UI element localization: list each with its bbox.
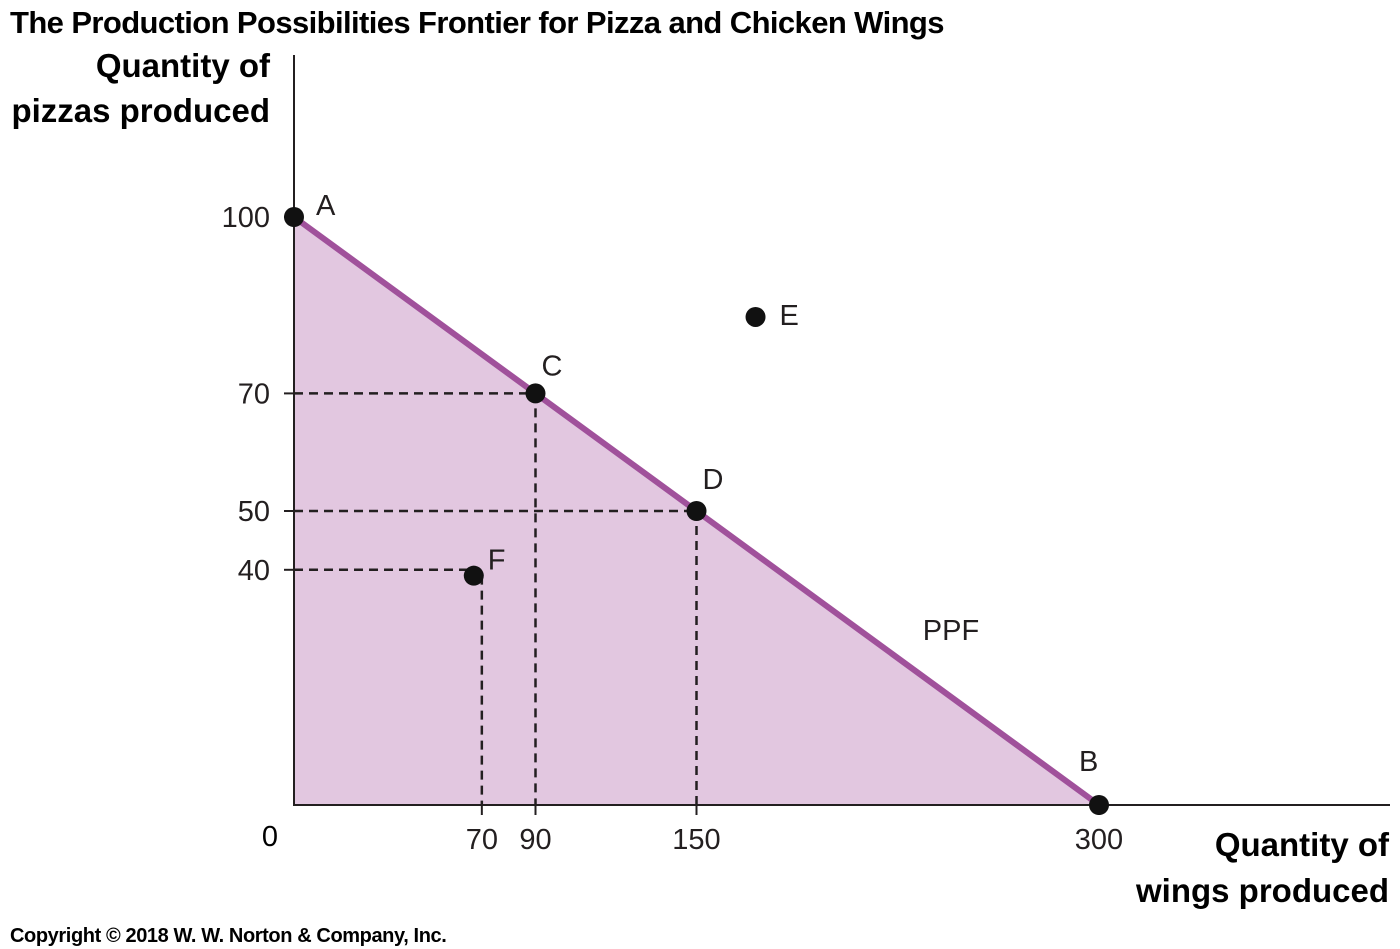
x-axis-label-line2: wings produced — [1135, 872, 1389, 909]
y-tick-label-50: 50 — [238, 496, 270, 528]
copyright-notice: Copyright © 2018 W. W. Norton & Company,… — [10, 925, 446, 947]
y-axis-label-line2: pizzas produced — [11, 92, 270, 129]
point-e — [745, 306, 766, 327]
y-axis-label-line1: Quantity of — [96, 47, 271, 84]
x-tick-label-70: 70 — [466, 824, 498, 856]
x-tick-label-150: 150 — [672, 824, 720, 856]
x-tick-label-90: 90 — [519, 824, 551, 856]
point-a — [284, 207, 304, 227]
origin-label: 0 — [262, 821, 278, 853]
ppf-label: PPF — [923, 615, 979, 647]
point-label-a: A — [316, 190, 336, 222]
y-tick-label-100: 100 — [222, 202, 270, 234]
point-f — [463, 565, 484, 586]
plot-area: 40 50 70 100 70 90 150 300 A B C D E F PPF — [222, 55, 1390, 856]
y-tick-label-40: 40 — [238, 555, 270, 587]
point-label-f: F — [488, 545, 506, 577]
x-tick-label-300: 300 — [1075, 824, 1123, 856]
y-tick-label-70: 70 — [238, 378, 270, 410]
point-c — [525, 383, 546, 404]
point-b — [1089, 795, 1109, 815]
chart-title: The Production Possibilities Frontier fo… — [10, 5, 944, 40]
point-d — [686, 501, 707, 521]
point-label-d: D — [703, 464, 724, 496]
point-label-e: E — [780, 300, 799, 332]
x-axis-label-line1: Quantity of — [1215, 826, 1390, 863]
point-label-b: B — [1079, 746, 1098, 778]
point-label-c: C — [542, 350, 563, 382]
